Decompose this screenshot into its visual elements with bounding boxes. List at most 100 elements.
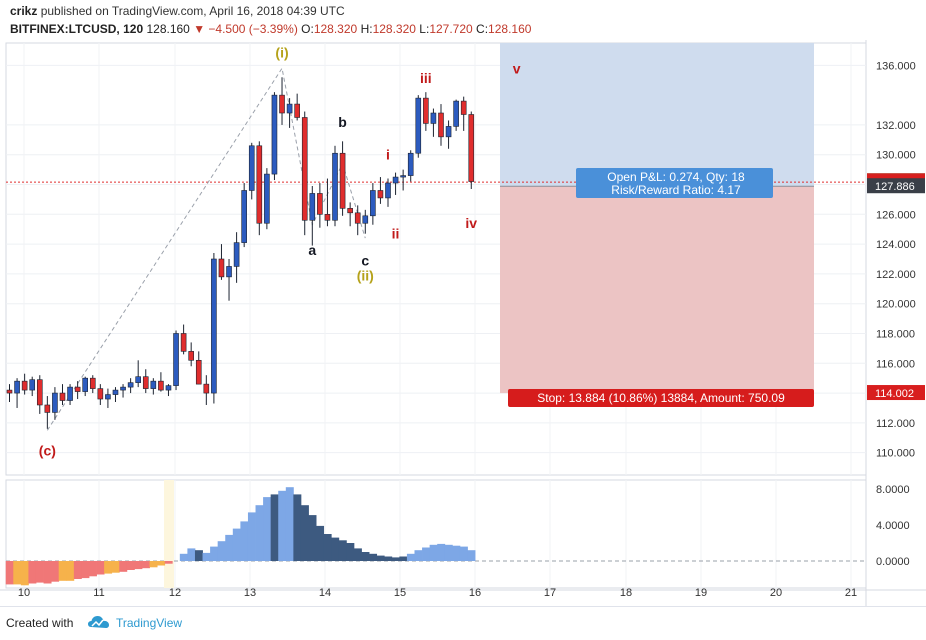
pl-box[interactable] bbox=[576, 168, 773, 198]
candle[interactable] bbox=[165, 385, 172, 391]
candle[interactable] bbox=[385, 182, 391, 199]
candle[interactable] bbox=[294, 103, 300, 118]
candle[interactable] bbox=[377, 190, 384, 199]
candle[interactable] bbox=[180, 333, 187, 352]
time-tick: 21 bbox=[845, 587, 857, 599]
candle[interactable] bbox=[279, 94, 285, 114]
candle[interactable] bbox=[67, 386, 73, 401]
osc-bar bbox=[247, 512, 256, 561]
stop-badge-text: 114.002 bbox=[875, 388, 914, 400]
candle[interactable] bbox=[339, 152, 346, 209]
time-tick: 19 bbox=[695, 587, 707, 599]
candle[interactable] bbox=[127, 382, 134, 388]
candle[interactable] bbox=[415, 97, 422, 154]
osc-bar bbox=[134, 561, 143, 570]
osc-bar bbox=[58, 561, 67, 581]
time-tick: 15 bbox=[394, 587, 406, 599]
candle[interactable] bbox=[438, 112, 444, 138]
candle[interactable] bbox=[453, 100, 459, 127]
candle[interactable] bbox=[248, 145, 255, 191]
candle[interactable] bbox=[173, 333, 179, 386]
osc-bar bbox=[210, 546, 219, 561]
candle[interactable] bbox=[36, 379, 43, 406]
candle[interactable] bbox=[112, 389, 119, 395]
candle[interactable] bbox=[407, 152, 414, 176]
osc-bar bbox=[414, 550, 423, 561]
candle[interactable] bbox=[105, 394, 111, 400]
candle[interactable] bbox=[286, 103, 293, 114]
candle[interactable] bbox=[59, 392, 66, 401]
osc-bar bbox=[278, 490, 287, 561]
low-label: L: bbox=[419, 22, 430, 36]
wave-label-ii: ii bbox=[392, 226, 400, 242]
osc-bar bbox=[444, 544, 453, 561]
candle[interactable] bbox=[324, 214, 331, 221]
osc-bar bbox=[255, 505, 264, 561]
candle[interactable] bbox=[362, 215, 369, 224]
candle[interactable] bbox=[74, 386, 81, 392]
candle[interactable] bbox=[430, 112, 437, 124]
symbol-label[interactable]: BITFINEX:LTCUSD, 120 bbox=[10, 22, 144, 36]
candle[interactable] bbox=[21, 380, 28, 391]
osc-bar bbox=[399, 556, 408, 561]
candle[interactable] bbox=[82, 377, 88, 392]
stop-zone[interactable] bbox=[500, 186, 814, 394]
candle[interactable] bbox=[97, 388, 104, 400]
osc-bar bbox=[202, 552, 211, 561]
price-tick: 120.000 bbox=[876, 299, 916, 311]
candle[interactable] bbox=[332, 152, 338, 221]
candle[interactable] bbox=[233, 242, 240, 267]
ohlc-legend: BITFINEX:LTCUSD, 120 128.160 ▼ −4.500 (−… bbox=[10, 22, 531, 36]
candle[interactable] bbox=[135, 376, 141, 383]
candle[interactable] bbox=[150, 380, 157, 389]
candle[interactable] bbox=[44, 404, 51, 413]
wave-label-a: a bbox=[308, 242, 316, 258]
candle[interactable] bbox=[89, 377, 96, 389]
target-zone[interactable] bbox=[500, 43, 814, 187]
candle[interactable] bbox=[142, 376, 149, 389]
candle[interactable] bbox=[195, 359, 202, 385]
candle[interactable] bbox=[256, 145, 263, 224]
author-name[interactable]: crikz bbox=[10, 4, 38, 18]
osc-bar bbox=[308, 515, 317, 561]
last-price: 128.160 bbox=[146, 22, 190, 36]
candle[interactable] bbox=[347, 208, 353, 214]
candle[interactable] bbox=[445, 126, 452, 138]
candle[interactable] bbox=[400, 175, 406, 178]
candle[interactable] bbox=[120, 386, 126, 391]
candle[interactable] bbox=[309, 193, 316, 221]
candle[interactable] bbox=[460, 100, 467, 115]
candle[interactable] bbox=[218, 258, 225, 278]
tradingview-logo-icon[interactable] bbox=[88, 615, 112, 636]
candle[interactable] bbox=[14, 380, 20, 394]
chart-area[interactable]: (i) (ii) (c) a b c i ii iii iv v Open P&L: 0.274, Q… bbox=[0, 40, 926, 611]
osc-bar bbox=[149, 561, 158, 568]
candle[interactable] bbox=[370, 190, 376, 217]
candle[interactable] bbox=[211, 258, 217, 394]
candle[interactable] bbox=[158, 380, 164, 391]
osc-bar bbox=[119, 561, 128, 572]
candle[interactable] bbox=[317, 193, 323, 215]
candle[interactable] bbox=[468, 114, 475, 182]
tradingview-brand[interactable]: TradingView bbox=[116, 616, 183, 630]
osc-bar bbox=[66, 561, 75, 581]
osc-bar bbox=[104, 561, 113, 574]
candle[interactable] bbox=[354, 212, 361, 224]
oscillator-pane[interactable] bbox=[5, 479, 867, 589]
candle[interactable] bbox=[271, 94, 278, 175]
price-tick: 124.000 bbox=[876, 239, 916, 251]
candle[interactable] bbox=[241, 190, 247, 243]
candle[interactable] bbox=[301, 117, 308, 221]
candle[interactable] bbox=[29, 379, 36, 391]
candle[interactable] bbox=[392, 176, 399, 184]
candle[interactable] bbox=[226, 266, 232, 278]
candle[interactable] bbox=[423, 97, 429, 124]
candle[interactable] bbox=[6, 389, 13, 394]
candle[interactable] bbox=[203, 383, 210, 394]
osc-bar bbox=[187, 548, 196, 561]
candle[interactable] bbox=[188, 351, 194, 361]
candle[interactable] bbox=[264, 173, 270, 224]
candle[interactable] bbox=[52, 392, 58, 413]
stop-box[interactable] bbox=[508, 389, 814, 407]
